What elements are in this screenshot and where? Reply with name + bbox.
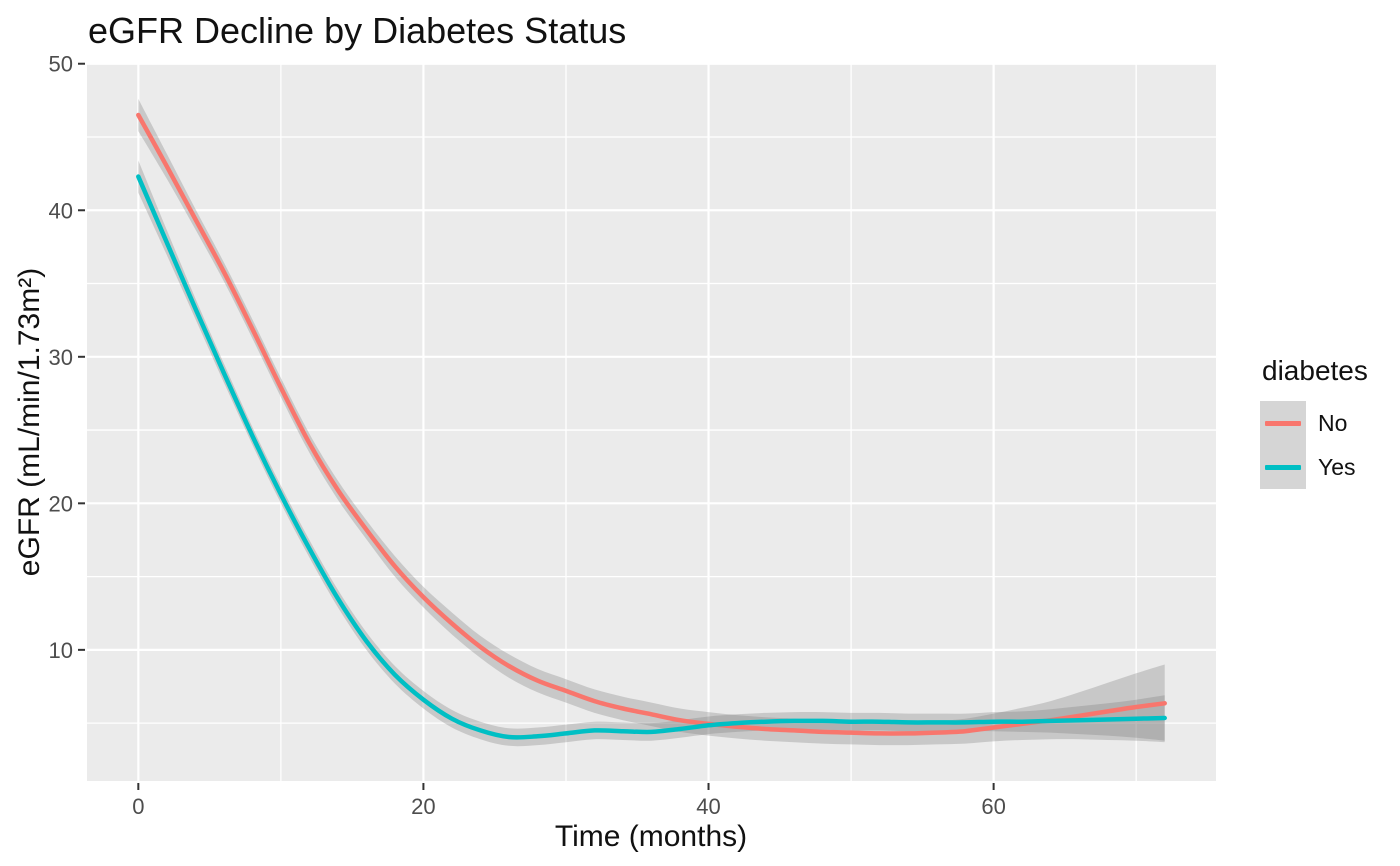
- x-tick-label: 60: [981, 794, 1005, 819]
- smooth-line-yes: [136, 174, 1167, 740]
- y-tick-label: 30: [49, 345, 73, 370]
- tick-labels: 0 20 40 60 10 20 30 40 50: [49, 52, 1006, 819]
- minor-gridlines: [87, 63, 1216, 781]
- tick-marks: [78, 62, 995, 790]
- legend-key-line-icon: [1265, 464, 1301, 470]
- x-tick-label: 0: [132, 794, 144, 819]
- x-tick-label: 40: [696, 794, 720, 819]
- legend-title: diabetes: [1262, 355, 1368, 386]
- x-axis-title: Time (months): [554, 820, 748, 853]
- legend-label: No: [1318, 409, 1348, 436]
- major-gridlines: [87, 62, 1216, 781]
- y-tick-label: 40: [49, 198, 73, 223]
- legend-entry-yes: Yes: [1260, 445, 1368, 489]
- legend: diabetes No Yes: [1260, 355, 1368, 489]
- legend-key-line-icon: [1265, 420, 1301, 426]
- plot-panel: [87, 63, 1216, 781]
- series-layer: [136, 98, 1167, 747]
- x-tick-label: 20: [411, 794, 435, 819]
- y-tick-label: 10: [49, 638, 73, 663]
- legend-entry-no: No: [1260, 401, 1368, 445]
- legend-key-swatch: [1260, 401, 1306, 445]
- smooth-line-no: [136, 112, 1167, 736]
- legend-entries: No Yes: [1260, 401, 1368, 489]
- y-tick-label: 20: [49, 491, 73, 516]
- legend-label: Yes: [1318, 453, 1356, 480]
- legend-key-swatch: [1260, 445, 1306, 489]
- y-tick-label: 50: [49, 52, 73, 77]
- plot-title: eGFR Decline by Diabetes Status: [88, 10, 627, 51]
- y-axis-title: eGFR (mL/min/1.73m²): [13, 267, 46, 577]
